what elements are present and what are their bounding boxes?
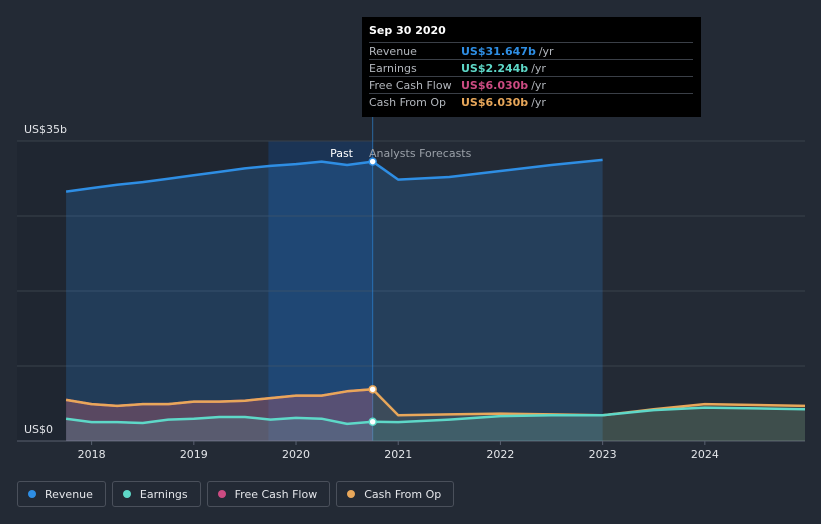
tooltip-row-free-cash-flow: Free Cash Flow US$6.030b/yr <box>369 76 693 93</box>
tooltip-row-value: US$2.244b <box>461 61 529 75</box>
tooltip-row-value: US$6.030b <box>461 95 529 109</box>
tooltip-row-cash-from-op: Cash From Op US$6.030b/yr <box>369 93 693 110</box>
legend-dot-icon <box>28 490 36 498</box>
tooltip-row-unit: /yr <box>538 44 554 58</box>
chart-legend: Revenue Earnings Free Cash Flow Cash From O… <box>17 481 455 507</box>
tooltip-row-label: Cash From Op <box>369 95 447 109</box>
chart-areas <box>66 159 806 441</box>
tooltip-row-revenue: Revenue US$31.647b/yr <box>369 42 693 59</box>
legend-label: Free Cash Flow <box>234 487 318 501</box>
x-tick-label-2024: 2024 <box>691 448 719 461</box>
legend-dot-icon <box>347 490 356 498</box>
tooltip-row-label: Earnings <box>369 61 417 75</box>
legend-dot-icon <box>217 490 226 498</box>
tooltip-row-unit: /yr <box>531 95 546 109</box>
revenue-line <box>65 158 603 193</box>
revenue-marker <box>368 157 377 166</box>
tooltip-row-unit: /yr <box>531 61 546 75</box>
y-axis-top-label: US$35b <box>24 123 67 136</box>
chart-lines <box>65 158 806 426</box>
tooltip-date: Sep 30 2020 <box>369 24 446 37</box>
x-tick-label-2018: 2018 <box>78 448 106 461</box>
tooltip-row-value: US$31.647b <box>461 44 536 58</box>
x-tick-label-2019: 2019 <box>180 448 208 461</box>
cash-from-op-marker <box>368 385 377 394</box>
tooltip-row-unit: /yr <box>531 78 546 92</box>
earnings-line <box>65 406 806 426</box>
tooltip-rows: Revenue US$31.647b/yr Earnings US$2.244b/yr… <box>369 42 693 110</box>
x-axis-ticks: 2018 2019 2020 2021 2022 2023 2024 <box>78 441 719 461</box>
legend-label: Earnings <box>139 487 188 501</box>
free-cash-flow-area <box>66 389 373 441</box>
legend-dot-icon <box>122 490 131 498</box>
legend-item-cash-from-op[interactable]: Cash From Op <box>336 481 455 507</box>
legend-item-earnings[interactable]: Earnings <box>111 481 201 507</box>
legend-label: Cash From Op <box>364 487 442 501</box>
legend-item-revenue[interactable]: Revenue <box>17 481 106 507</box>
x-tick-label-2023: 2023 <box>589 448 617 461</box>
x-tick-label-2020: 2020 <box>282 448 310 461</box>
tooltip-row-value: US$6.030b <box>461 78 529 92</box>
legend-item-free-cash-flow[interactable]: Free Cash Flow <box>206 481 331 507</box>
x-tick-label-2021: 2021 <box>384 448 412 461</box>
tooltip-row-earnings: Earnings US$2.244b/yr <box>369 59 693 76</box>
legend-label: Revenue <box>45 487 93 501</box>
earnings-area <box>66 407 806 441</box>
hover-tooltip: Sep 30 2020 Revenue US$31.647b/yr Earnings… <box>362 17 701 117</box>
x-tick-label-2022: 2022 <box>486 448 514 461</box>
forecast-label: Analysts Forecasts <box>369 147 472 160</box>
tooltip-row-label: Free Cash Flow <box>369 78 452 92</box>
earnings-marker <box>368 417 377 427</box>
y-axis-bottom-label: US$0 <box>24 423 53 436</box>
chart-markers <box>368 157 377 427</box>
revenue-area <box>66 159 603 441</box>
tooltip-row-label: Revenue <box>369 44 417 58</box>
past-label: Past <box>330 147 354 160</box>
